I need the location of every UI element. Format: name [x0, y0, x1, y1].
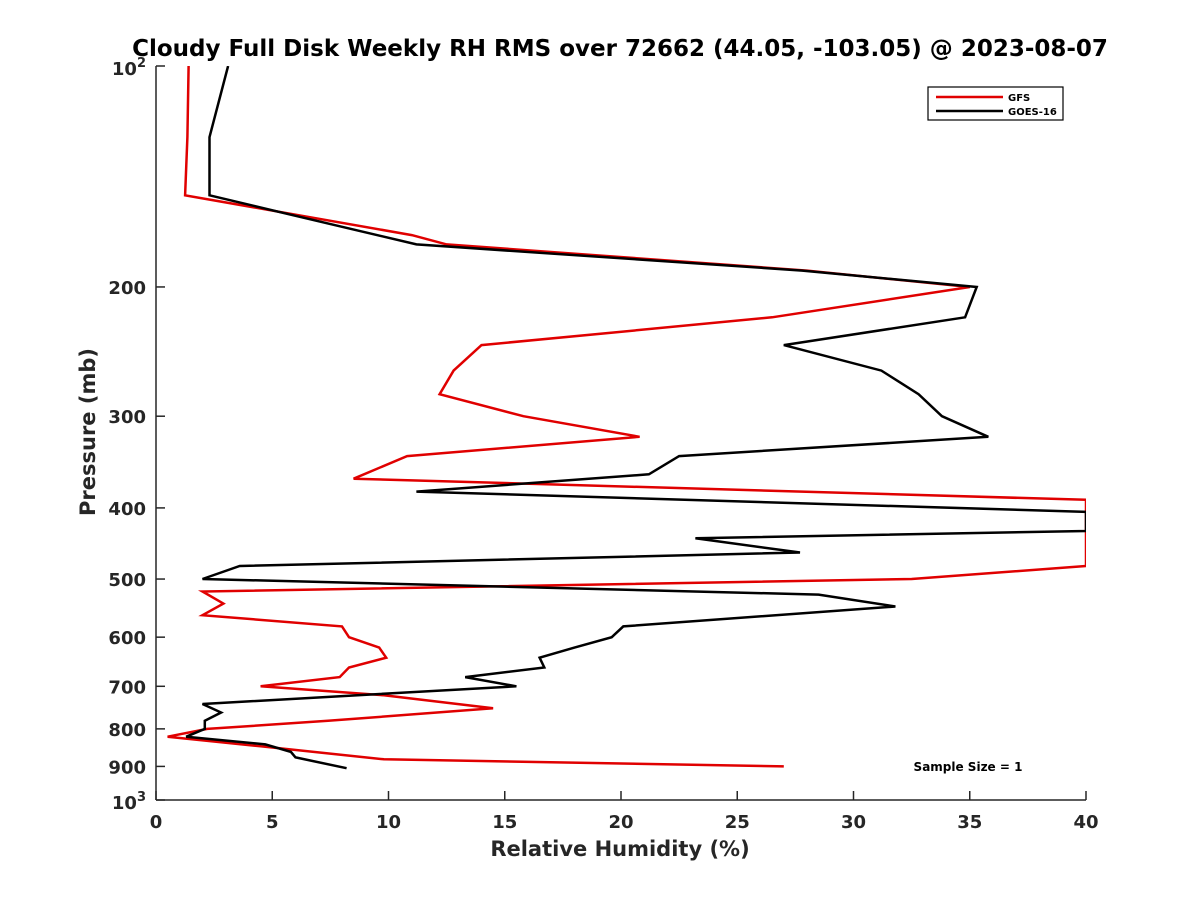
- y-tick-label: 500: [108, 570, 146, 591]
- legend-label: GFS: [1008, 93, 1030, 104]
- x-tick-label: 0: [150, 812, 163, 833]
- y-tick-label: 102: [112, 56, 146, 80]
- legend-box: [927, 86, 1064, 121]
- y-tick-label: 800: [108, 720, 146, 741]
- y-tick-label: 103: [112, 790, 146, 814]
- x-tick-label: 15: [492, 812, 517, 833]
- x-tick-label: 30: [841, 812, 866, 833]
- chart-title: Cloudy Full Disk Weekly RH RMS over 7266…: [132, 36, 1108, 62]
- axes-layer: 0 5 10 15 20 25 30 35 40 102 200 300 400 500 600 700 800…: [108, 56, 1098, 833]
- x-axis-label: Relative Humidity (%): [490, 837, 749, 861]
- legend-label: GOES-16: [1008, 107, 1057, 118]
- sample-size-annotation: Sample Size = 1: [914, 760, 1023, 774]
- series-layer: [167, 66, 1086, 770]
- x-tick-label: 10: [376, 812, 401, 833]
- legend: GFS GOES-16: [927, 86, 1064, 121]
- x-tick-label: 40: [1073, 812, 1098, 833]
- y-tick-label: 600: [108, 628, 146, 649]
- y-tick-label: 200: [108, 278, 146, 299]
- series-line-goes-16: [185, 66, 1086, 770]
- y-tick-label: 900: [108, 757, 146, 778]
- y-tick-label: 700: [108, 677, 146, 698]
- x-tick-label: 25: [725, 812, 750, 833]
- x-tick-label: 5: [266, 812, 279, 833]
- x-tick-label: 35: [957, 812, 982, 833]
- y-tick-label: 300: [108, 407, 146, 428]
- y-axis-label: Pressure (mb): [76, 348, 100, 516]
- y-tick-label: 400: [108, 499, 146, 520]
- x-tick-label: 20: [608, 812, 633, 833]
